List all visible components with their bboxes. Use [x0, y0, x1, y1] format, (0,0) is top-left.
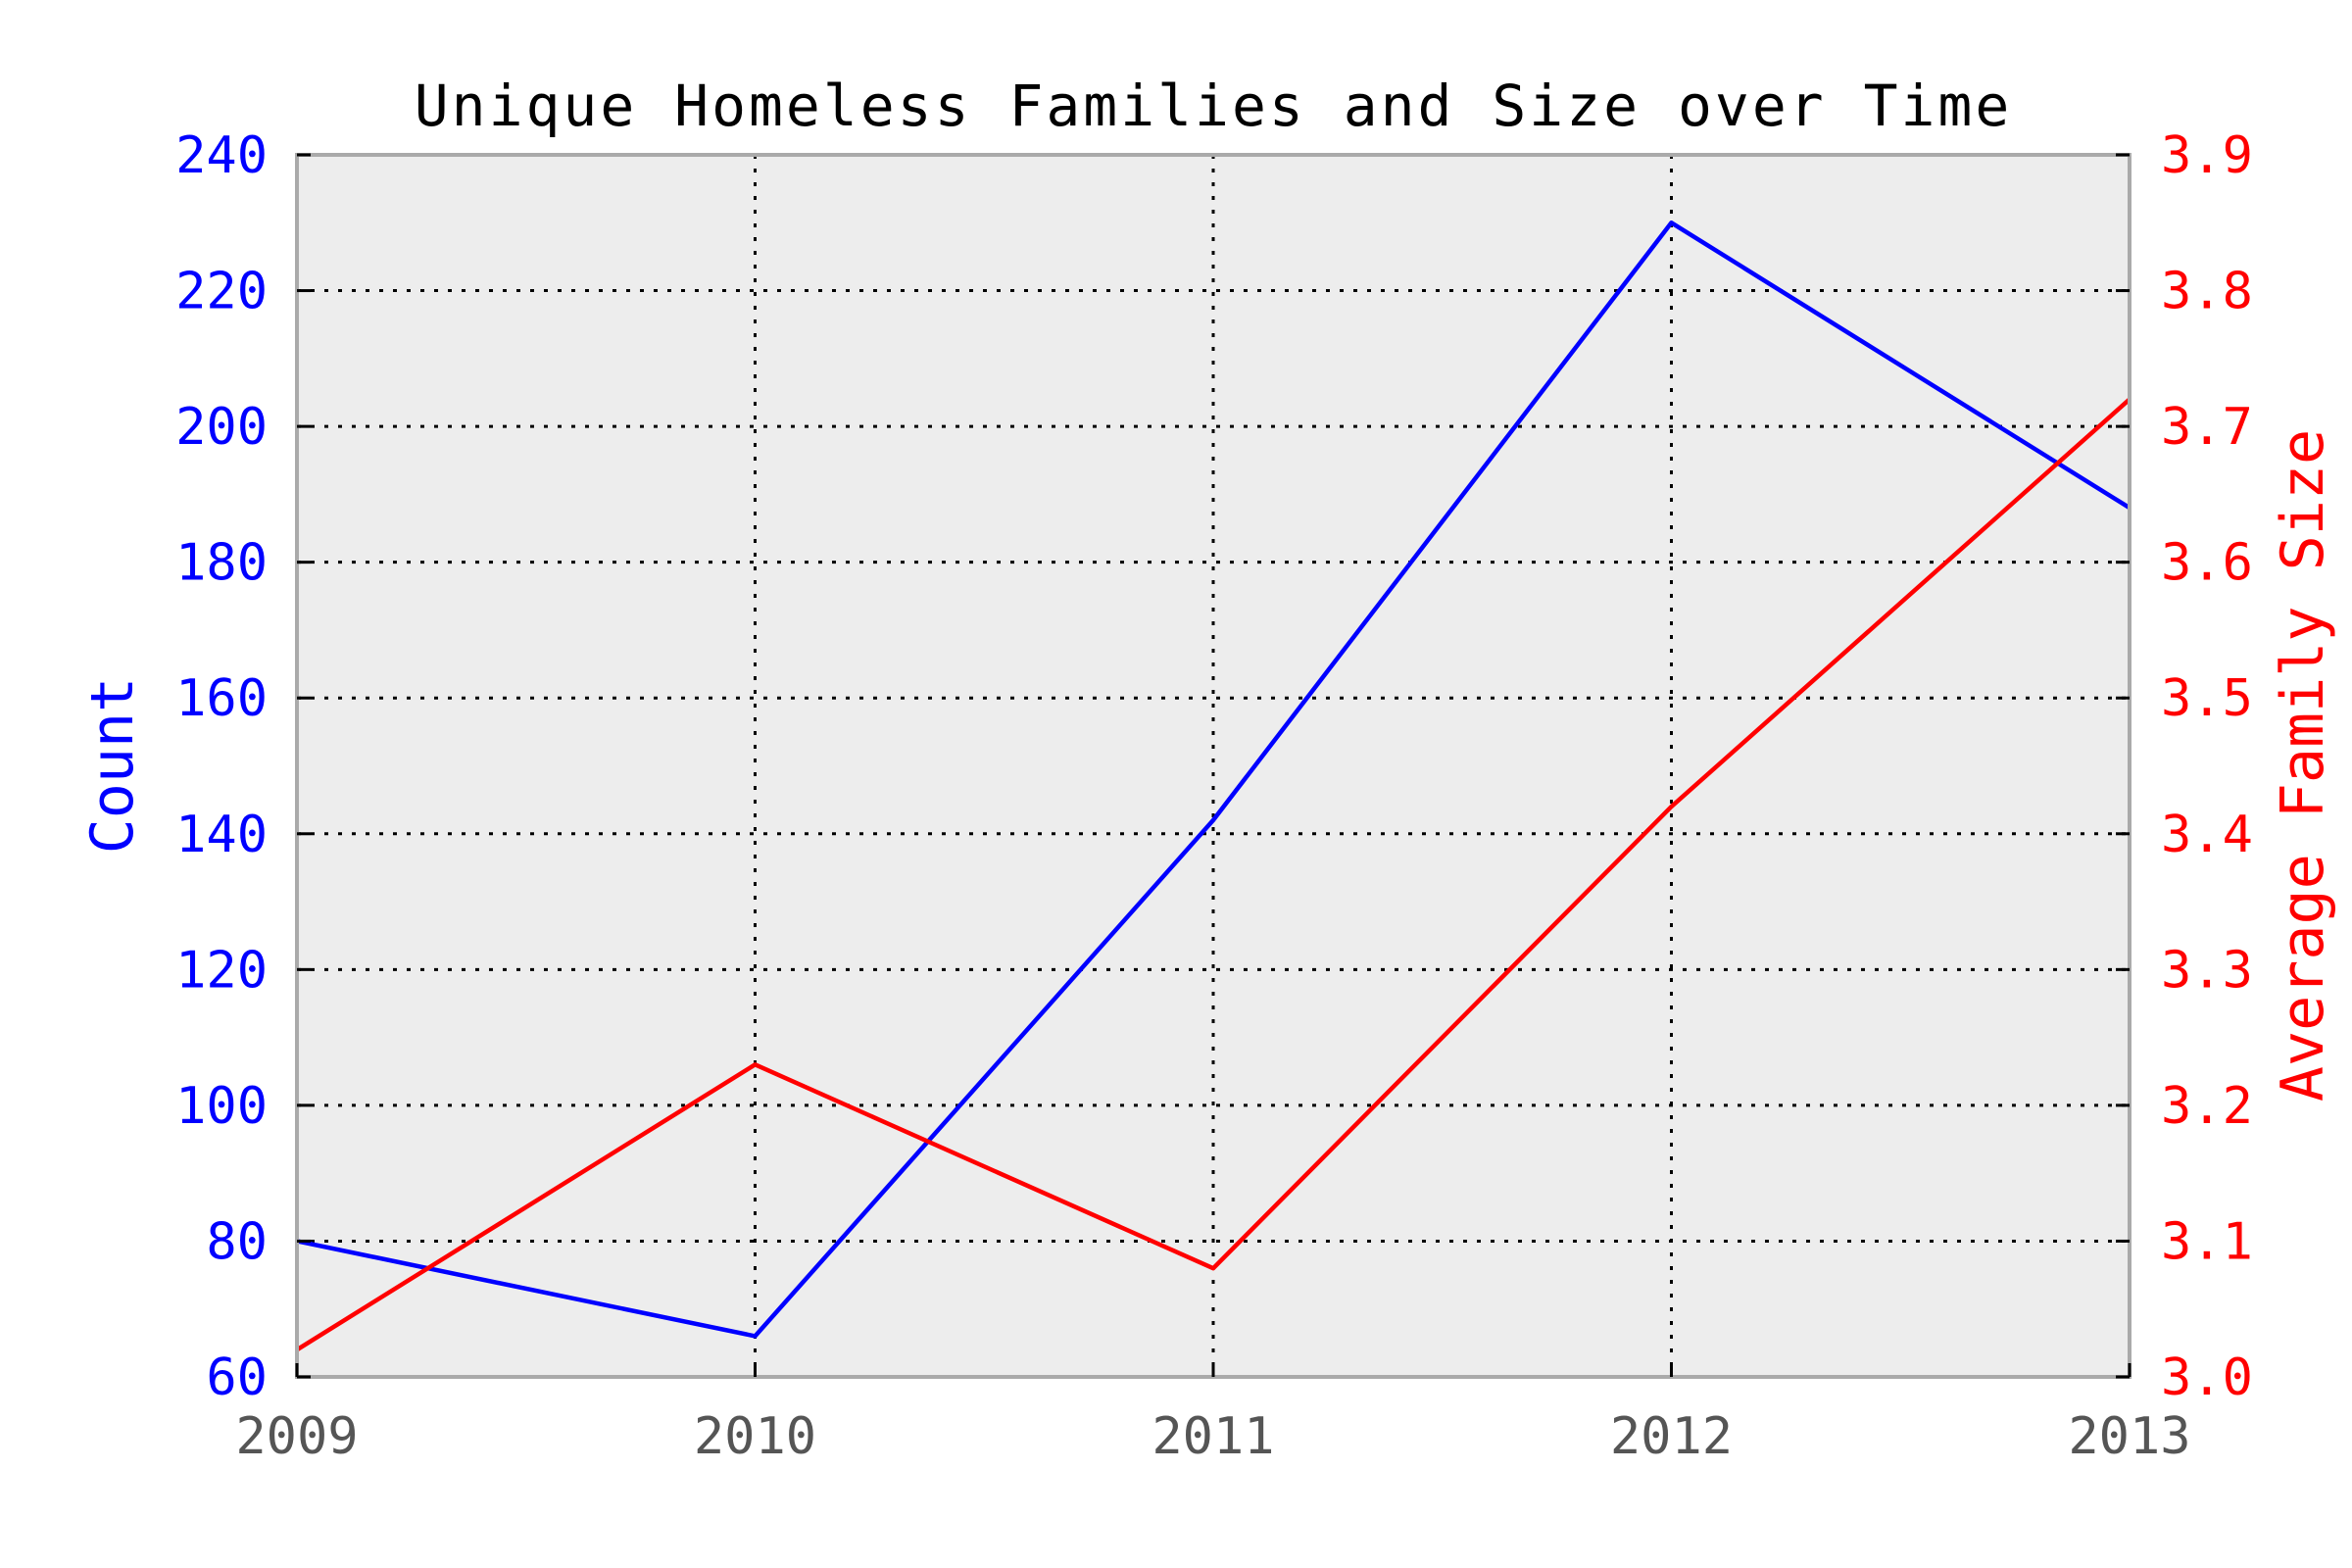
x-tick-label: 2013	[2068, 1407, 2190, 1466]
right-tick-label: 3.7	[2161, 398, 2253, 457]
right-tick-label: 3.0	[2161, 1348, 2253, 1407]
count-data-point	[1669, 220, 1674, 225]
left-tick-label: 180	[175, 534, 268, 593]
grid	[297, 155, 2130, 1377]
left-tick-label: 120	[175, 941, 268, 1000]
right-tick-label: 3.3	[2161, 941, 2253, 1000]
left-y-ticks: 60 80 100 120 140 160 180 200 220 240	[175, 126, 311, 1407]
left-tick-label: 100	[175, 1077, 268, 1136]
left-tick-label: 60	[206, 1348, 268, 1407]
series-lines	[295, 220, 2132, 1352]
family-size-data-point	[1211, 1266, 1215, 1271]
left-tick-label: 80	[206, 1212, 268, 1271]
right-tick-label: 3.1	[2161, 1212, 2253, 1271]
left-tick-label: 240	[175, 126, 268, 185]
left-tick-label: 160	[175, 669, 268, 728]
x-tick-label: 2009	[235, 1407, 358, 1466]
right-tick-label: 3.5	[2161, 669, 2253, 728]
left-tick-label: 140	[175, 806, 268, 864]
right-tick-label: 3.8	[2161, 263, 2253, 321]
right-axis-label: Average Family Size	[2269, 429, 2337, 1102]
left-tick-label: 200	[175, 398, 268, 457]
right-y-ticks: 3.0 3.1 3.2 3.3 3.4 3.5 3.6 3.7 3.8 3.9	[2116, 126, 2253, 1407]
right-tick-label: 3.2	[2161, 1077, 2253, 1136]
right-tick-label: 3.6	[2161, 534, 2253, 593]
family-size-data-point	[1669, 805, 1674, 809]
count-data-point	[753, 1334, 758, 1339]
family-size-data-point	[753, 1062, 758, 1067]
count-data-point	[1211, 817, 1215, 822]
x-tick-label: 2011	[1152, 1407, 1274, 1466]
x-tick-label: 2012	[1610, 1407, 1733, 1466]
left-tick-label: 220	[175, 263, 268, 321]
right-tick-label: 3.4	[2161, 806, 2253, 864]
x-ticks: 2009 2010 2011 2012 2013	[235, 1363, 2191, 1466]
x-tick-label: 2010	[694, 1407, 816, 1466]
chart-title: Unique Homeless Families and Size over T…	[415, 73, 2013, 139]
right-tick-label: 3.9	[2161, 126, 2253, 185]
left-axis-label: Count	[78, 677, 147, 855]
